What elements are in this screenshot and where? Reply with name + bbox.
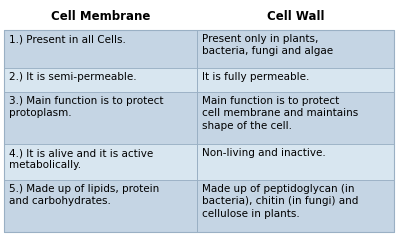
Bar <box>4 144 197 180</box>
Bar <box>197 180 394 232</box>
Text: Made up of peptidoglycan (in
bacteria), chitin (in fungi) and
cellulose in plant: Made up of peptidoglycan (in bacteria), … <box>202 184 359 219</box>
Text: Main function is to protect
cell membrane and maintains
shape of the cell.: Main function is to protect cell membran… <box>202 96 358 131</box>
Text: Cell Wall: Cell Wall <box>267 11 324 24</box>
Bar <box>4 68 197 92</box>
Text: 5.) Made up of lipids, protein
and carbohydrates.: 5.) Made up of lipids, protein and carbo… <box>9 184 159 206</box>
Bar <box>4 30 197 68</box>
Bar <box>197 92 394 144</box>
Bar <box>4 92 197 144</box>
Text: It is fully permeable.: It is fully permeable. <box>202 72 309 82</box>
Bar <box>4 180 197 232</box>
Text: 2.) It is semi-permeable.: 2.) It is semi-permeable. <box>9 72 137 82</box>
Bar <box>4 30 394 232</box>
Bar <box>197 30 394 68</box>
Text: Cell Membrane: Cell Membrane <box>51 11 150 24</box>
Text: Present only in plants,
bacteria, fungi and algae: Present only in plants, bacteria, fungi … <box>202 34 333 56</box>
Text: 4.) It is alive and it is active
metabolically.: 4.) It is alive and it is active metabol… <box>9 148 153 170</box>
Text: Non-living and inactive.: Non-living and inactive. <box>202 148 326 158</box>
Bar <box>197 68 394 92</box>
Bar <box>197 144 394 180</box>
Text: 3.) Main function is to protect
protoplasm.: 3.) Main function is to protect protopla… <box>9 96 164 118</box>
Text: 1.) Present in all Cells.: 1.) Present in all Cells. <box>9 34 126 44</box>
